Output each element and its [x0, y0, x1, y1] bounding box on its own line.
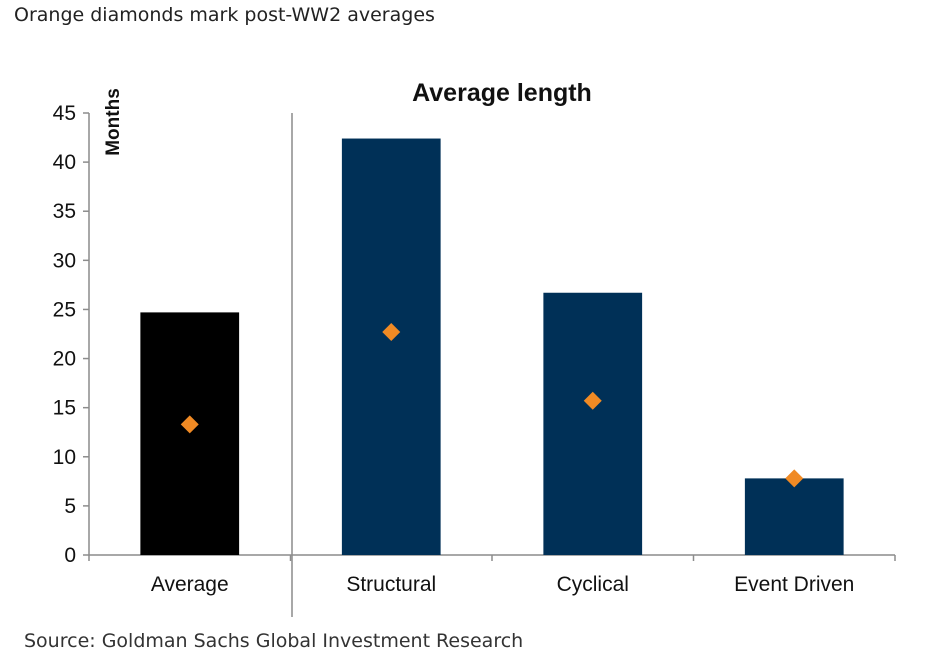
chart-source: Source: Goldman Sachs Global Investment …	[24, 630, 524, 652]
chart-title: Average length	[412, 79, 592, 107]
y-tick-label: 15	[53, 397, 76, 420]
y-tick-label: 5	[64, 495, 76, 518]
y-tick-label: 25	[53, 298, 76, 321]
bars	[140, 138, 844, 555]
diamond-marker-structural	[382, 323, 401, 342]
category-labels: Average Structural Cyclical Event Driven	[151, 573, 855, 596]
x-tick-label: Average	[151, 573, 229, 596]
chart-subtitle: Orange diamonds mark post-WW2 averages	[14, 4, 435, 26]
y-tick-label: 40	[53, 151, 76, 174]
x-tick-label: Event Driven	[734, 573, 854, 596]
diamond-marker-cyclical	[583, 391, 602, 410]
y-tick-label: 10	[53, 446, 76, 469]
y-ticks: 0 5 10 15 20 25 30 35 40 45	[53, 102, 89, 567]
y-axis-label: Months	[103, 88, 124, 156]
y-tick-label: 30	[53, 249, 76, 272]
diamond-markers	[180, 323, 804, 488]
diamond-marker-event-driven	[785, 469, 804, 488]
bar-structural	[341, 138, 441, 555]
bar-average	[140, 312, 240, 555]
x-ticks	[88, 555, 896, 561]
y-tick-label: 20	[53, 348, 76, 371]
y-tick-label: 35	[53, 200, 76, 223]
y-tick-label: 45	[53, 102, 76, 125]
diamond-marker-average	[180, 415, 199, 434]
x-tick-label: Cyclical	[557, 573, 629, 596]
y-tick-label: 0	[64, 544, 76, 567]
x-tick-label: Structural	[346, 573, 436, 596]
bar-cyclical	[543, 292, 643, 555]
bar-event-driven	[744, 478, 844, 555]
